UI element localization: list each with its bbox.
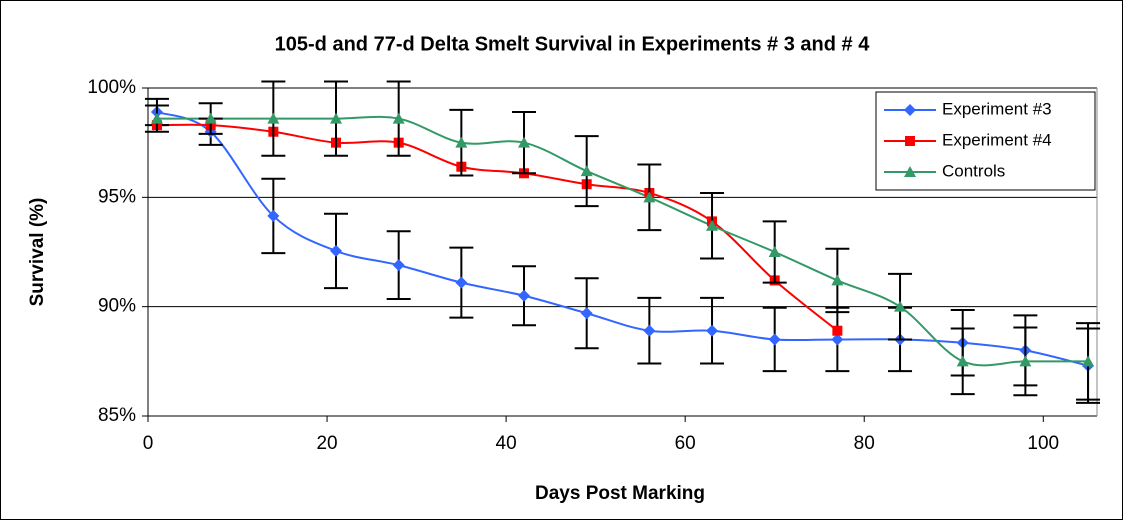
x-tick-label: 100 [1027, 433, 1059, 454]
legend-marker [905, 136, 915, 146]
x-tick-label: 0 [143, 433, 154, 454]
legend-label: Experiment #4 [942, 130, 1052, 149]
marker [150, 112, 163, 124]
x-axis-label: Days Post Marking [535, 483, 705, 504]
marker [330, 244, 343, 257]
marker [1019, 355, 1032, 367]
y-axis-label: Survival (%) [27, 198, 48, 307]
marker [1082, 355, 1095, 367]
marker [267, 209, 280, 222]
marker [330, 112, 343, 124]
series-line [156, 115, 1089, 367]
marker [643, 324, 656, 337]
marker [392, 259, 405, 272]
y-tick-label: 95% [98, 186, 136, 207]
marker [204, 112, 217, 124]
marker [518, 136, 531, 148]
y-tick-label: 100% [87, 77, 136, 98]
marker [580, 165, 593, 177]
marker [831, 333, 844, 346]
marker [392, 112, 405, 124]
legend-marker [904, 166, 916, 177]
chart-title: 105-d and 77-d Delta Smelt Survival in E… [275, 33, 871, 55]
marker [768, 333, 781, 346]
marker [706, 324, 719, 337]
y-tick-label: 90% [98, 296, 136, 317]
marker [455, 136, 468, 148]
marker [831, 274, 844, 286]
marker [894, 300, 907, 312]
marker [706, 219, 719, 231]
legend-label: Experiment #3 [942, 99, 1052, 118]
legend-label: Controls [942, 161, 1005, 180]
marker [956, 355, 969, 367]
legend-marker [904, 104, 916, 116]
marker [455, 276, 468, 289]
y-tick-label: 85% [98, 405, 136, 426]
marker [643, 191, 656, 203]
marker [768, 246, 781, 257]
marker [518, 289, 531, 302]
x-tick-label: 60 [675, 433, 696, 454]
x-tick-label: 80 [854, 433, 875, 454]
x-tick-label: 20 [316, 433, 337, 454]
series-line [156, 111, 1089, 367]
marker [580, 307, 593, 320]
x-tick-label: 40 [496, 433, 517, 454]
marker [267, 112, 280, 124]
marker [832, 325, 843, 336]
